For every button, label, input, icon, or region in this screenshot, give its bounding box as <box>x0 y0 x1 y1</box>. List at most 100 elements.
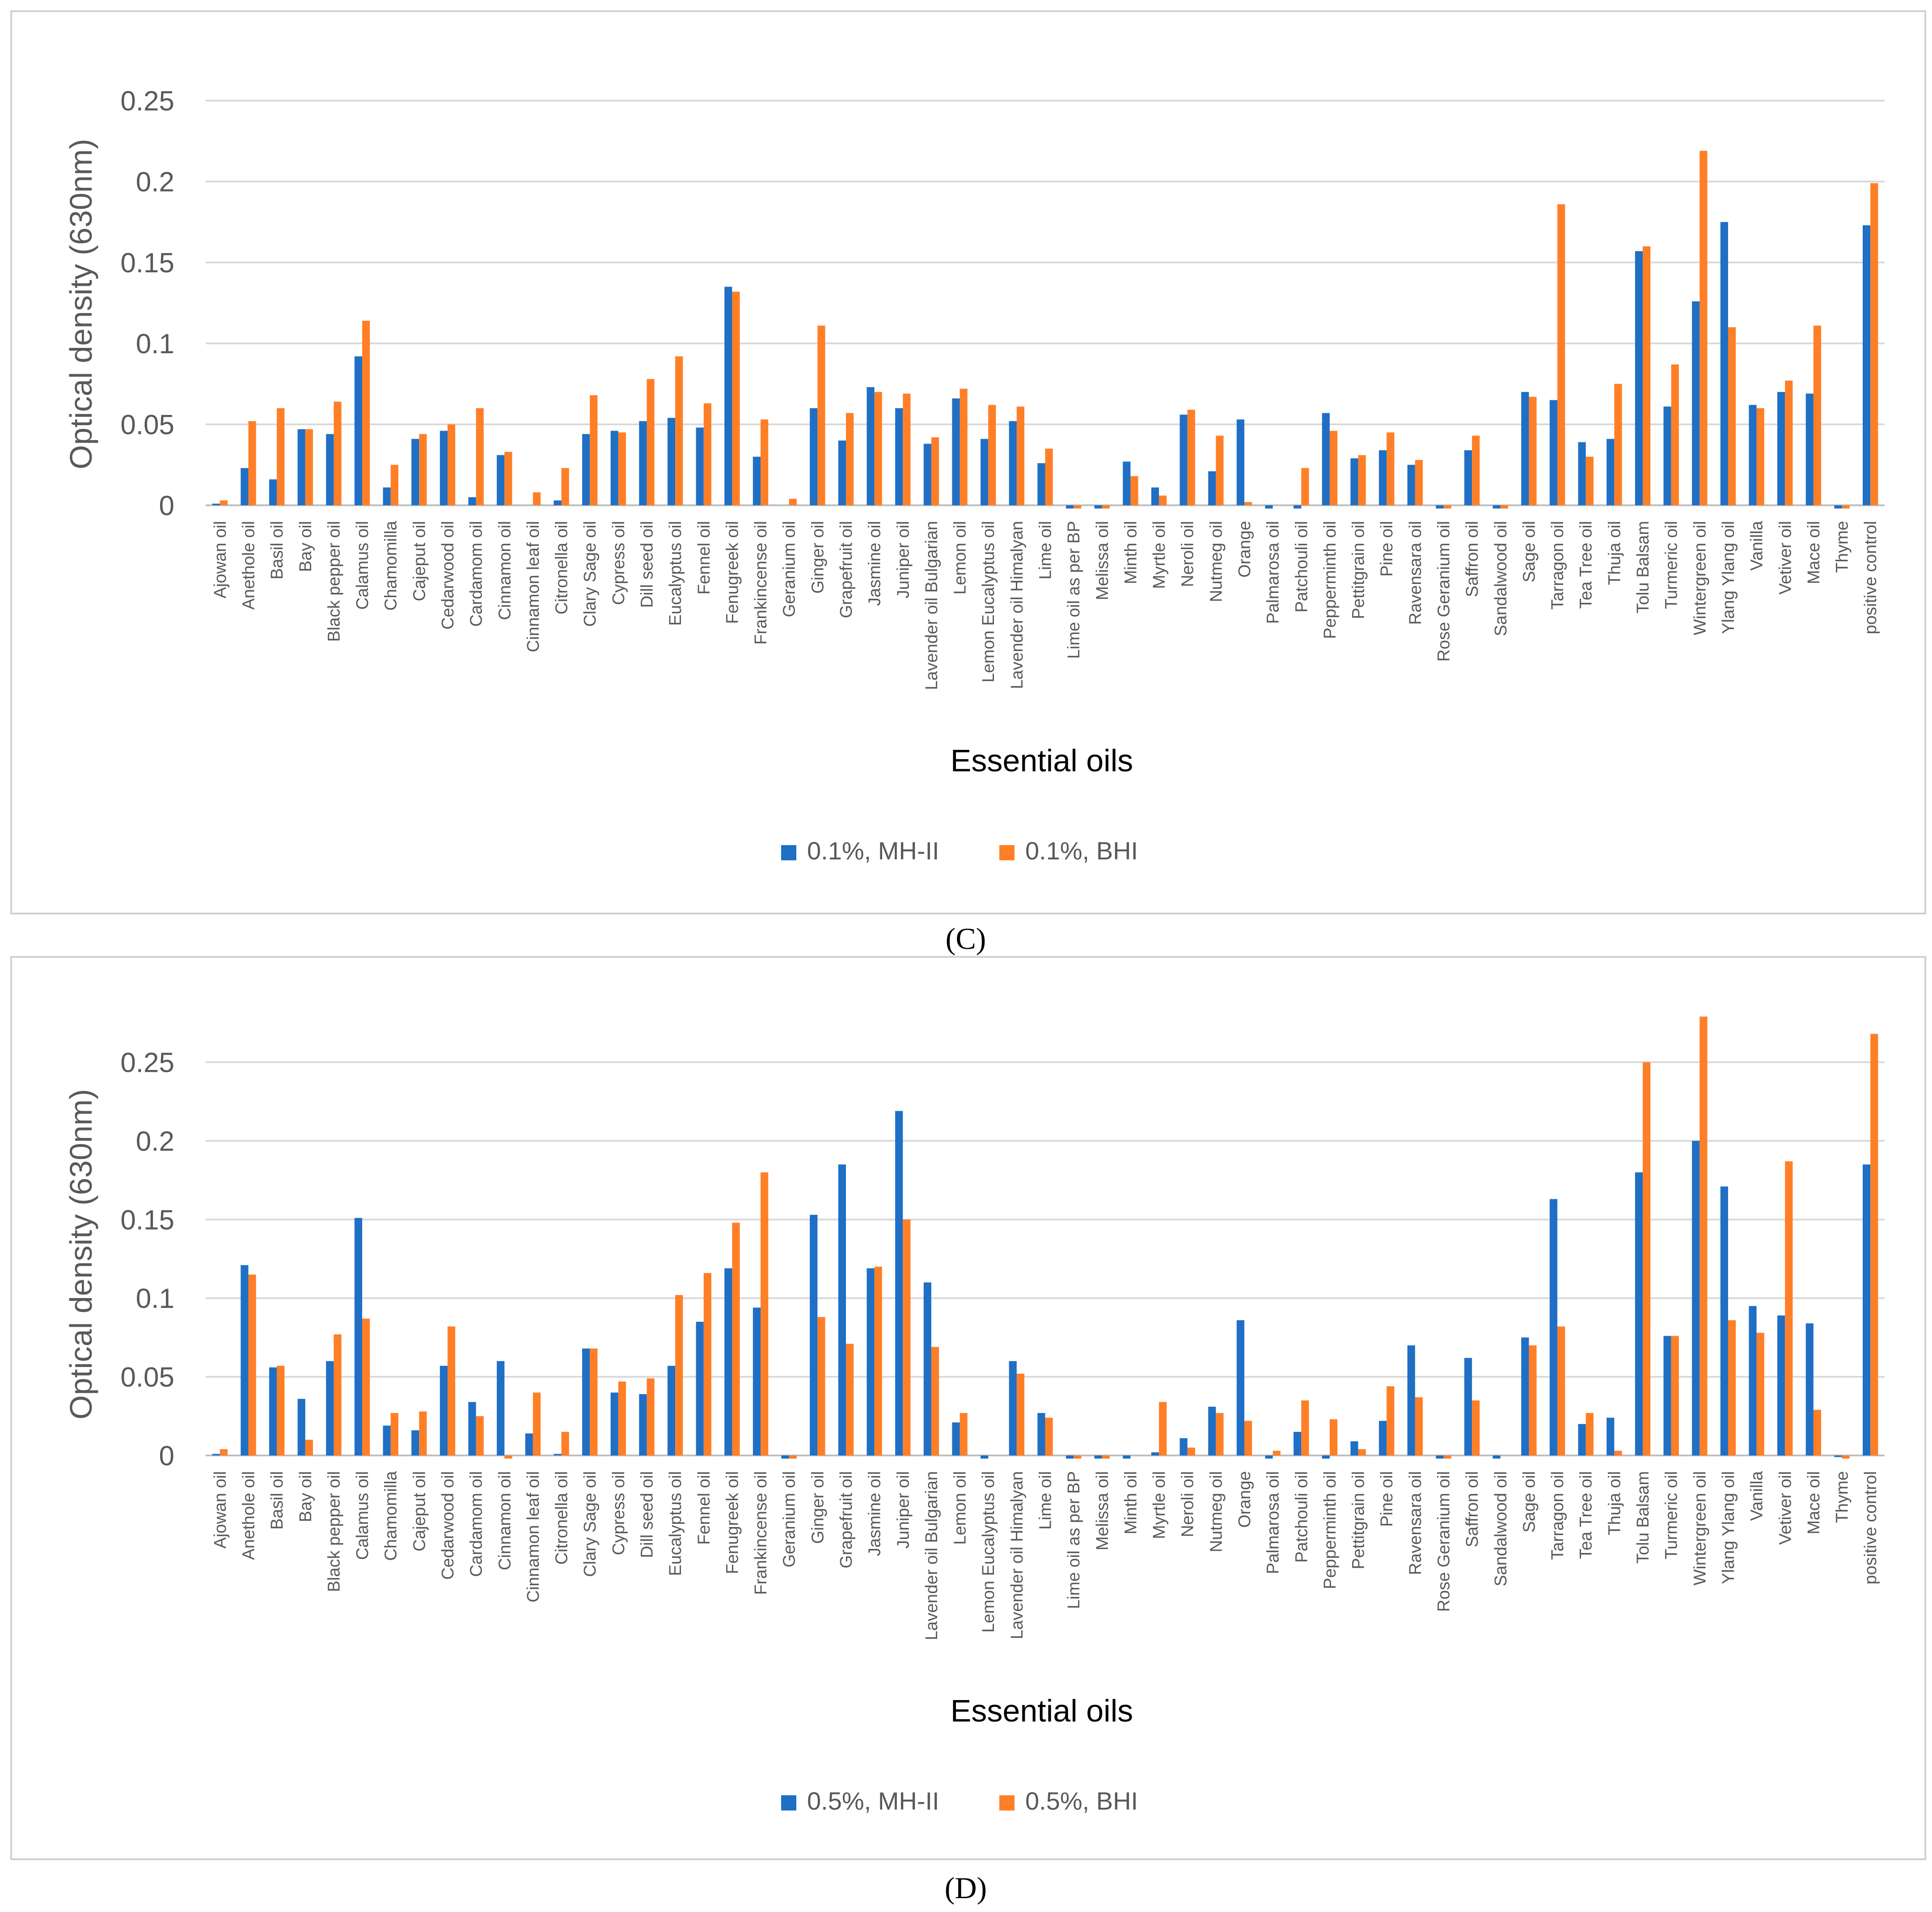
bar-mh <box>1692 301 1700 505</box>
bar-mh <box>582 1348 590 1455</box>
bar-bhi <box>1728 1320 1736 1455</box>
bar-mh <box>1749 1306 1757 1455</box>
bar-bhi <box>362 1318 370 1455</box>
bar-bhi <box>931 1347 939 1455</box>
bar-mh <box>1692 1141 1700 1455</box>
x-tick-label: Lavender oil Bulgarian <box>922 521 941 690</box>
gridlines <box>206 1061 1885 1456</box>
bar-mh <box>1350 458 1358 505</box>
bar-mh <box>1834 505 1842 509</box>
legend-label-bhi: 0.5%, BHI <box>1025 1787 1138 1815</box>
bar-bhi <box>390 1413 398 1455</box>
bar-mh <box>639 1394 647 1455</box>
bar-mh <box>1464 450 1472 505</box>
bar-bhi <box>1842 505 1850 509</box>
x-tick-label: Fenugreek oil <box>723 1471 742 1574</box>
bar-bhi <box>1614 384 1622 505</box>
x-tick-label: Geranium oil <box>780 521 799 617</box>
bar-mh <box>981 1455 989 1459</box>
bar-bhi <box>1643 1062 1651 1455</box>
x-tick-label: Basil oil <box>268 521 287 580</box>
bar-mh <box>554 1454 562 1455</box>
bar-bhi <box>1329 1419 1338 1455</box>
bar-bhi <box>931 437 939 505</box>
legend-swatch-bhi <box>999 1795 1015 1810</box>
bar-mh <box>1065 505 1074 509</box>
bar-mh <box>1492 505 1501 509</box>
bar-bhi <box>761 419 769 505</box>
bar-bhi <box>647 1378 655 1456</box>
x-tick-label: Fennel oil <box>695 521 714 595</box>
bar-bhi <box>675 356 683 505</box>
bar-mh <box>1834 1455 1842 1457</box>
bar-bhi <box>561 468 569 505</box>
bar-bhi <box>1387 432 1395 505</box>
y-tick-label: 0.1 <box>136 329 174 360</box>
bar-mh <box>724 1268 732 1456</box>
bar-bhi <box>1130 476 1138 505</box>
x-tick-label: Cinnamon oil <box>495 1471 514 1570</box>
x-tick-label: Citronella oil <box>553 521 571 614</box>
bar-mh <box>1151 1452 1159 1455</box>
x-tick-label: Pepperminth oil <box>1321 1471 1340 1589</box>
y-tick-label: 0.25 <box>120 86 174 117</box>
bar-mh <box>1294 1432 1302 1455</box>
bar-mh <box>1179 415 1188 505</box>
bar-mh <box>440 1366 448 1455</box>
y-tick-label: 0.25 <box>120 1048 174 1079</box>
bar-bhi <box>590 1348 598 1455</box>
bar-mh <box>1037 1413 1045 1455</box>
bar-mh <box>1578 442 1586 505</box>
bar-mh <box>1549 1199 1558 1455</box>
x-tick-label: Patchouli oil <box>1292 521 1311 613</box>
x-tick-label: Myrtle oil <box>1150 1471 1169 1539</box>
bar-mh <box>326 434 334 505</box>
y-axis-title: Optical density (630nm) <box>63 1089 98 1419</box>
bar-bhi <box>817 326 825 505</box>
bar-mh <box>241 468 249 505</box>
x-tick-label: Mace oil <box>1805 521 1823 584</box>
x-tick-label: Palmarosa oil <box>1264 1471 1283 1574</box>
x-tick-label: Cinnamon leaf oil <box>524 521 543 652</box>
x-axis-title: Essential oils <box>951 1693 1133 1728</box>
bar-mh <box>1407 1345 1415 1455</box>
x-tick-label: Dill seed oil <box>638 521 656 608</box>
bar-mh <box>1521 1337 1529 1455</box>
bar-bhi <box>334 402 342 505</box>
bar-mh <box>1436 1455 1444 1459</box>
bar-bhi <box>1443 1455 1451 1459</box>
bar-mh <box>1094 505 1102 509</box>
bar-bhi <box>1159 1402 1167 1455</box>
bar-bhi <box>1272 1451 1281 1455</box>
x-tick-label: Ajowan oil <box>211 1471 230 1548</box>
bar-mh <box>838 440 846 505</box>
bar-mh <box>497 455 505 505</box>
bar-bhi <box>362 321 370 505</box>
x-tick-label: Tarragon oil <box>1548 1471 1567 1560</box>
bar-bhi <box>1557 204 1565 505</box>
bar-bhi <box>1842 1455 1850 1459</box>
x-tick-label: Lemon oil <box>951 1471 970 1545</box>
x-tick-label: Clary Sage oil <box>581 521 600 627</box>
bar-bhi <box>1643 246 1651 505</box>
bar-bhi <box>1585 1413 1594 1455</box>
bar-bhi <box>220 1449 228 1455</box>
x-tick-label: Tarragon oil <box>1548 521 1567 610</box>
bar-bhi <box>447 1326 456 1455</box>
bar-bhi <box>1585 457 1594 505</box>
bar-mh <box>639 421 647 505</box>
x-tick-label: Dill seed oil <box>638 1471 656 1558</box>
x-axis-title: Essential oils <box>951 743 1133 778</box>
bar-bhi <box>1045 1417 1053 1455</box>
bar-mh <box>1578 1424 1586 1455</box>
bar-bhi <box>846 413 854 505</box>
x-tick-labels: Ajowan oil Anethole oil Basil oil Bay oil Bl… <box>211 1471 1880 1640</box>
bar-mh <box>1407 465 1415 505</box>
x-tick-label: Tea Tree oil <box>1577 1471 1596 1559</box>
legend-swatch-mh <box>781 1795 796 1810</box>
bar-mh <box>1635 251 1643 505</box>
x-tick-label: Orange <box>1235 1471 1254 1528</box>
bar-mh <box>383 487 391 505</box>
x-tick-label: Grapefruit oil <box>837 521 856 618</box>
